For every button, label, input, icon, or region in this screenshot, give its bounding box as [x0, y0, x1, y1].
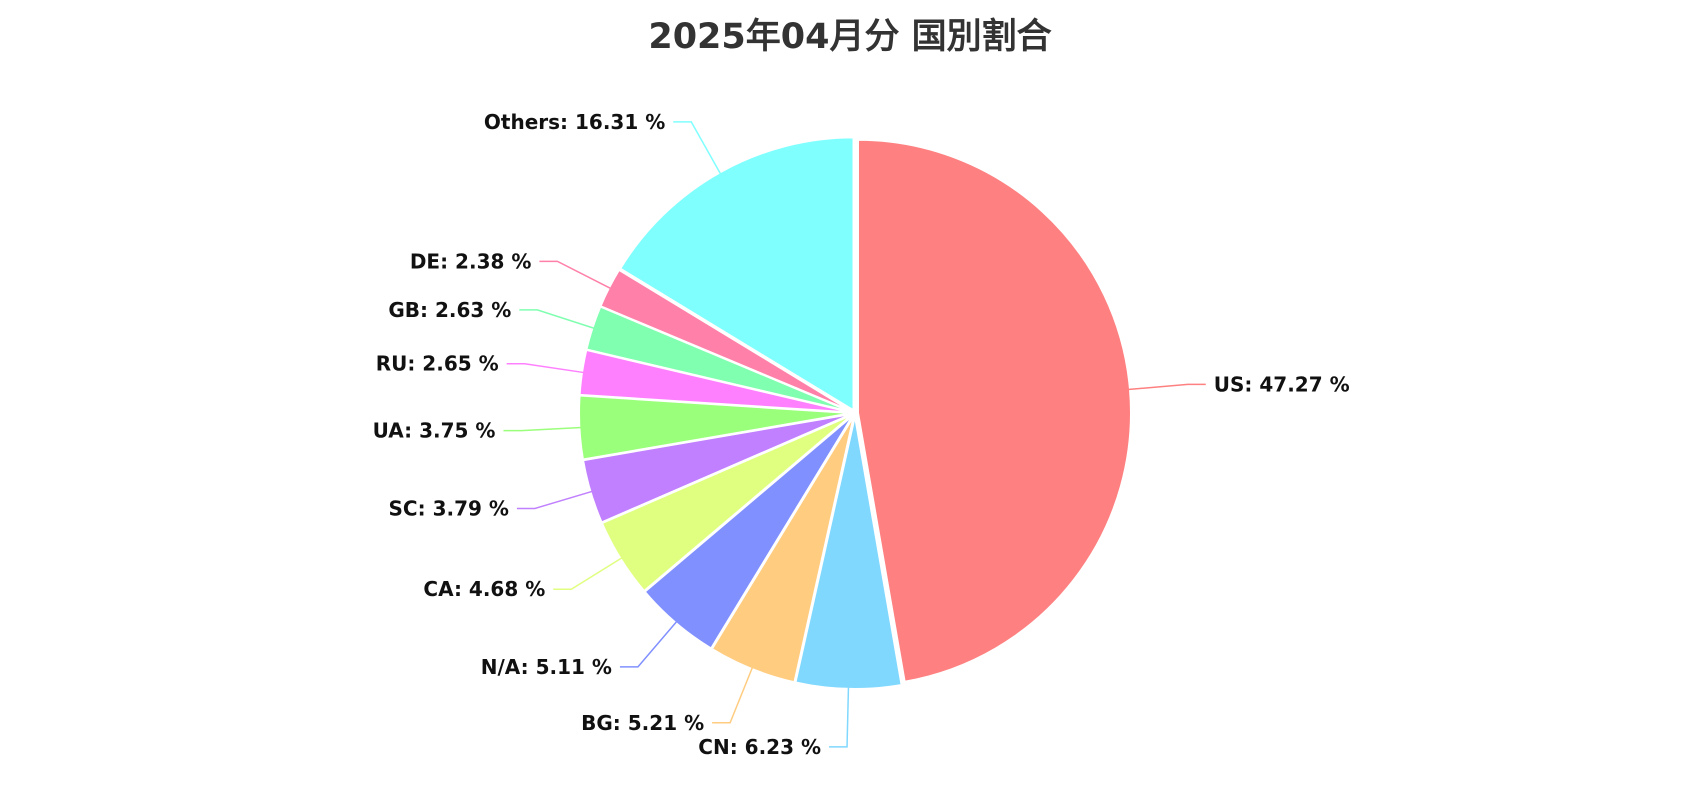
slice-label-ua: UA: 3.75 % [373, 419, 496, 443]
leader-line-us [1127, 383, 1206, 391]
slice-label-bg: BG: 5.21 % [581, 711, 704, 735]
leader-line-sc [516, 490, 593, 510]
slice-label-others: Others: 16.31 % [484, 110, 665, 134]
slice-label-us: US: 47.27 % [1214, 372, 1350, 396]
pie-slices [578, 136, 1132, 690]
slice-label-gb: GB: 2.63 % [388, 298, 511, 322]
slice-label-ru: RU: 2.65 % [376, 352, 499, 376]
slice-label-de: DE: 2.38 % [410, 249, 532, 273]
pie-slice-us [856, 138, 1132, 683]
slice-label-sc: SC: 3.79 % [389, 496, 509, 520]
leader-line-ca [553, 556, 623, 590]
leader-line-ru [506, 362, 585, 374]
leader-line-cn [829, 686, 850, 748]
slice-labels: US: 47.27 % CN: 6.23 %BG: 5.21 % N/A: 5.11… [373, 110, 1350, 759]
leader-line-bg [712, 666, 754, 724]
leader-lines [503, 121, 1206, 748]
leader-line-gb [519, 309, 595, 330]
leader-line-others [673, 121, 722, 175]
leader-line-de [539, 260, 612, 290]
leader-line-n-a [619, 620, 678, 668]
slice-label-cn: CN: 6.23 % [698, 735, 821, 759]
slice-label-n-a: N/A: 5.11 % [481, 655, 612, 679]
slice-label-ca: CA: 4.68 % [423, 577, 545, 601]
chart-title: 2025年04月分 国別割合 [648, 17, 1051, 57]
leader-line-ua [503, 426, 582, 432]
